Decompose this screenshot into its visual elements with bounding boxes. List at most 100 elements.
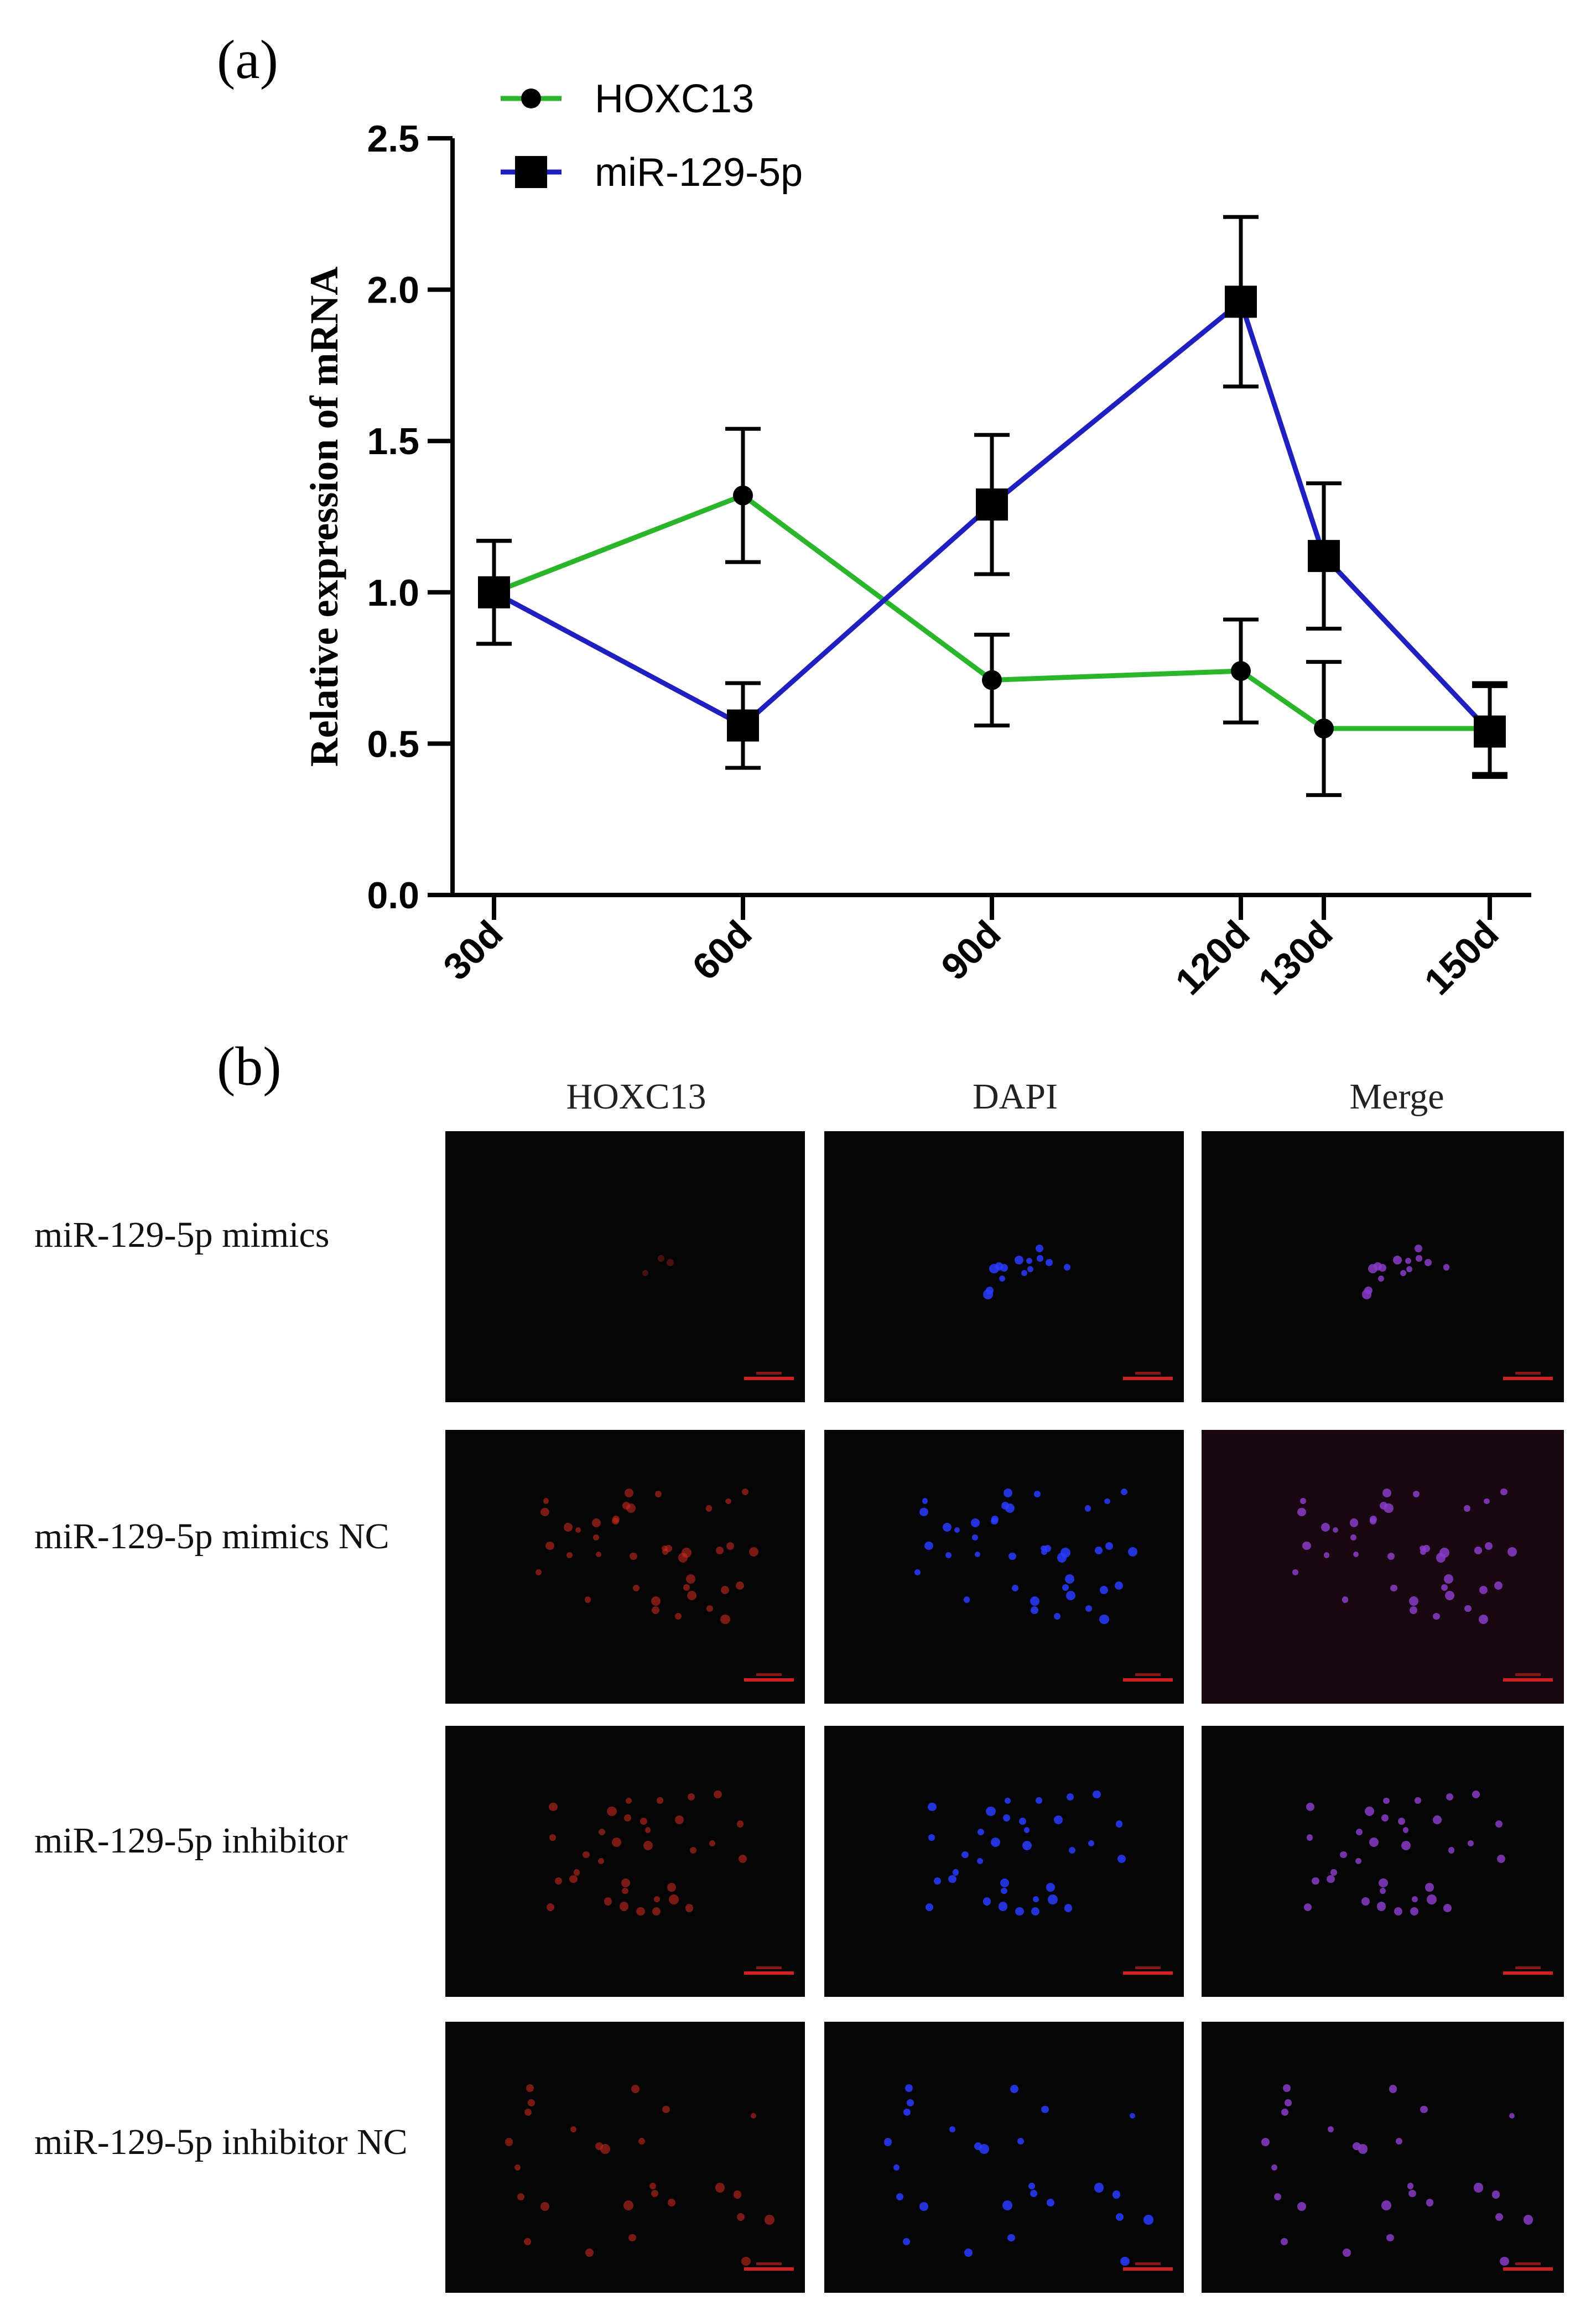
- cell-nucleus: [554, 1877, 563, 1885]
- cell-nucleus: [1427, 1895, 1437, 1904]
- cell-nucleus: [1484, 1542, 1493, 1550]
- cell-nucleus: [1356, 1829, 1363, 1836]
- legend-marker: [515, 156, 547, 188]
- cell-nucleus: [991, 1517, 998, 1525]
- cell-nucleus: [592, 1534, 599, 1541]
- cell-nucleus: [709, 1840, 716, 1846]
- cell-nucleus: [1036, 1797, 1042, 1804]
- row-label-inhibitor-nc: miR-129-5p inhibitor NC: [34, 2122, 408, 2162]
- cell-nucleus: [1443, 1263, 1450, 1271]
- cell-nucleus: [1425, 1259, 1432, 1266]
- cell-nucleus: [1297, 2202, 1307, 2211]
- cell-nucleus: [1500, 1488, 1507, 1496]
- data-point: [1225, 285, 1257, 318]
- scale-bar-label: [1135, 2262, 1161, 2265]
- cell-nucleus: [1419, 1545, 1426, 1552]
- cell-nucleus: [883, 2137, 892, 2146]
- series-line: [492, 297, 1492, 733]
- cell-nucleus: [1053, 1815, 1063, 1824]
- cell-nucleus: [1000, 1878, 1010, 1887]
- cell-nucleus: [1099, 1615, 1109, 1625]
- cell-nucleus: [585, 2249, 594, 2257]
- data-point: [982, 670, 1002, 690]
- cell-nucleus: [720, 1615, 730, 1625]
- cell-nucleus: [625, 1797, 632, 1804]
- cell-nucleus: [1018, 1817, 1027, 1825]
- cell-nucleus: [681, 1547, 692, 1558]
- scale-bar-label: [1515, 1966, 1541, 1969]
- cell-nucleus: [661, 1545, 668, 1552]
- cell-nucleus: [1037, 1255, 1043, 1262]
- x-tick-label: 90d: [933, 913, 1009, 988]
- cell-nucleus: [1007, 2234, 1015, 2242]
- cell-nucleus: [1143, 2215, 1153, 2225]
- cell-nucleus: [1495, 2213, 1504, 2221]
- cell-nucleus: [1048, 1895, 1058, 1904]
- cell-nucleus: [1297, 1507, 1306, 1517]
- cell-nucleus: [1085, 1605, 1092, 1612]
- cell-nucleus: [585, 1596, 591, 1603]
- cell-nucleus: [1394, 1907, 1403, 1916]
- cell-nucleus: [738, 1854, 747, 1863]
- y-tick-label: 1.5: [367, 420, 419, 462]
- cell-nucleus: [1409, 1606, 1418, 1615]
- cell-nucleus: [904, 2084, 913, 2092]
- scale-bar-label: [1135, 1673, 1161, 1676]
- cell-nucleus: [545, 1541, 554, 1550]
- cell-nucleus: [1031, 1606, 1039, 1615]
- data-point: [1308, 540, 1340, 573]
- cell-nucleus: [1420, 2105, 1428, 2113]
- cell-nucleus: [1323, 1552, 1330, 1558]
- cell-nucleus: [978, 1829, 984, 1836]
- cell-nucleus: [1281, 2238, 1288, 2246]
- cell-nucleus: [1441, 1584, 1448, 1591]
- row-label-mimics-nc: miR-129-5p mimics NC: [34, 1516, 389, 1557]
- cell-nucleus: [1397, 1817, 1405, 1825]
- cell-nucleus: [674, 1612, 682, 1620]
- data-point: [1474, 715, 1506, 748]
- cell-nucleus: [685, 1574, 695, 1584]
- cell-nucleus: [714, 1791, 722, 1799]
- chart-legend: HOXC13 miR-129-5p: [501, 77, 803, 195]
- cell-nucleus: [998, 1902, 1008, 1911]
- cell-nucleus: [607, 1806, 617, 1817]
- scale-bar-label: [1515, 1372, 1541, 1375]
- cell-nucleus: [604, 1897, 612, 1906]
- cell-nucleus: [540, 2202, 549, 2211]
- cell-nucleus: [1120, 2256, 1130, 2266]
- cell-nucleus: [922, 1498, 928, 1504]
- cell-nucleus: [636, 1907, 645, 1916]
- micrograph-inhibitor-merge: [1202, 1726, 1564, 1997]
- panel-label-b: (b): [217, 1035, 282, 1097]
- cell-nucleus: [1292, 1569, 1298, 1575]
- cell-nucleus: [570, 2126, 576, 2132]
- cell-nucleus: [942, 1523, 952, 1532]
- cell-nucleus: [1446, 1793, 1453, 1801]
- data-point: [1231, 661, 1251, 681]
- cell-nucleus: [928, 1802, 937, 1812]
- cell-nucleus: [1369, 1517, 1376, 1525]
- column-header-hoxc13: HOXC13: [566, 1076, 706, 1117]
- scale-bar-label: [756, 2262, 782, 2265]
- cell-nucleus: [734, 2190, 742, 2199]
- cell-nucleus: [1300, 1498, 1306, 1504]
- cell-nucleus: [1067, 1793, 1074, 1801]
- cell-nucleus: [1496, 1854, 1505, 1863]
- cell-nucleus: [1064, 1574, 1074, 1584]
- data-point: [976, 488, 1008, 521]
- cell-nucleus: [1130, 2113, 1136, 2119]
- legend-label: HOXC13: [595, 77, 754, 121]
- cell-nucleus: [1084, 1505, 1091, 1512]
- cell-nucleus: [612, 1517, 619, 1525]
- cell-nucleus: [687, 1591, 696, 1601]
- cell-nucleus: [1377, 1902, 1386, 1911]
- cell-nucleus: [563, 1523, 573, 1532]
- cell-nucleus: [971, 1518, 980, 1528]
- cell-nucleus: [517, 2193, 525, 2201]
- y-tick-label: 2.0: [367, 269, 419, 311]
- cell-nucleus: [1474, 1547, 1482, 1554]
- cell-nucleus: [1043, 1545, 1051, 1553]
- cell-nucleus: [1355, 1858, 1362, 1865]
- scale-bar-label: [1135, 1372, 1161, 1375]
